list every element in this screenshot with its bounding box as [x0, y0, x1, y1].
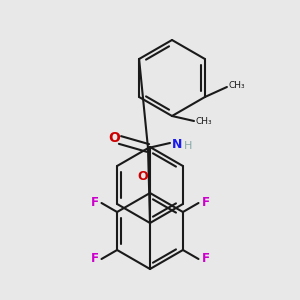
Text: O: O [108, 131, 120, 145]
Text: F: F [202, 196, 209, 209]
Text: F: F [91, 196, 98, 209]
Text: N: N [172, 137, 182, 151]
Text: F: F [202, 253, 209, 266]
Text: O: O [138, 170, 148, 184]
Text: H: H [184, 141, 192, 151]
Text: CH₃: CH₃ [196, 116, 213, 125]
Text: CH₃: CH₃ [229, 82, 245, 91]
Text: F: F [91, 253, 98, 266]
